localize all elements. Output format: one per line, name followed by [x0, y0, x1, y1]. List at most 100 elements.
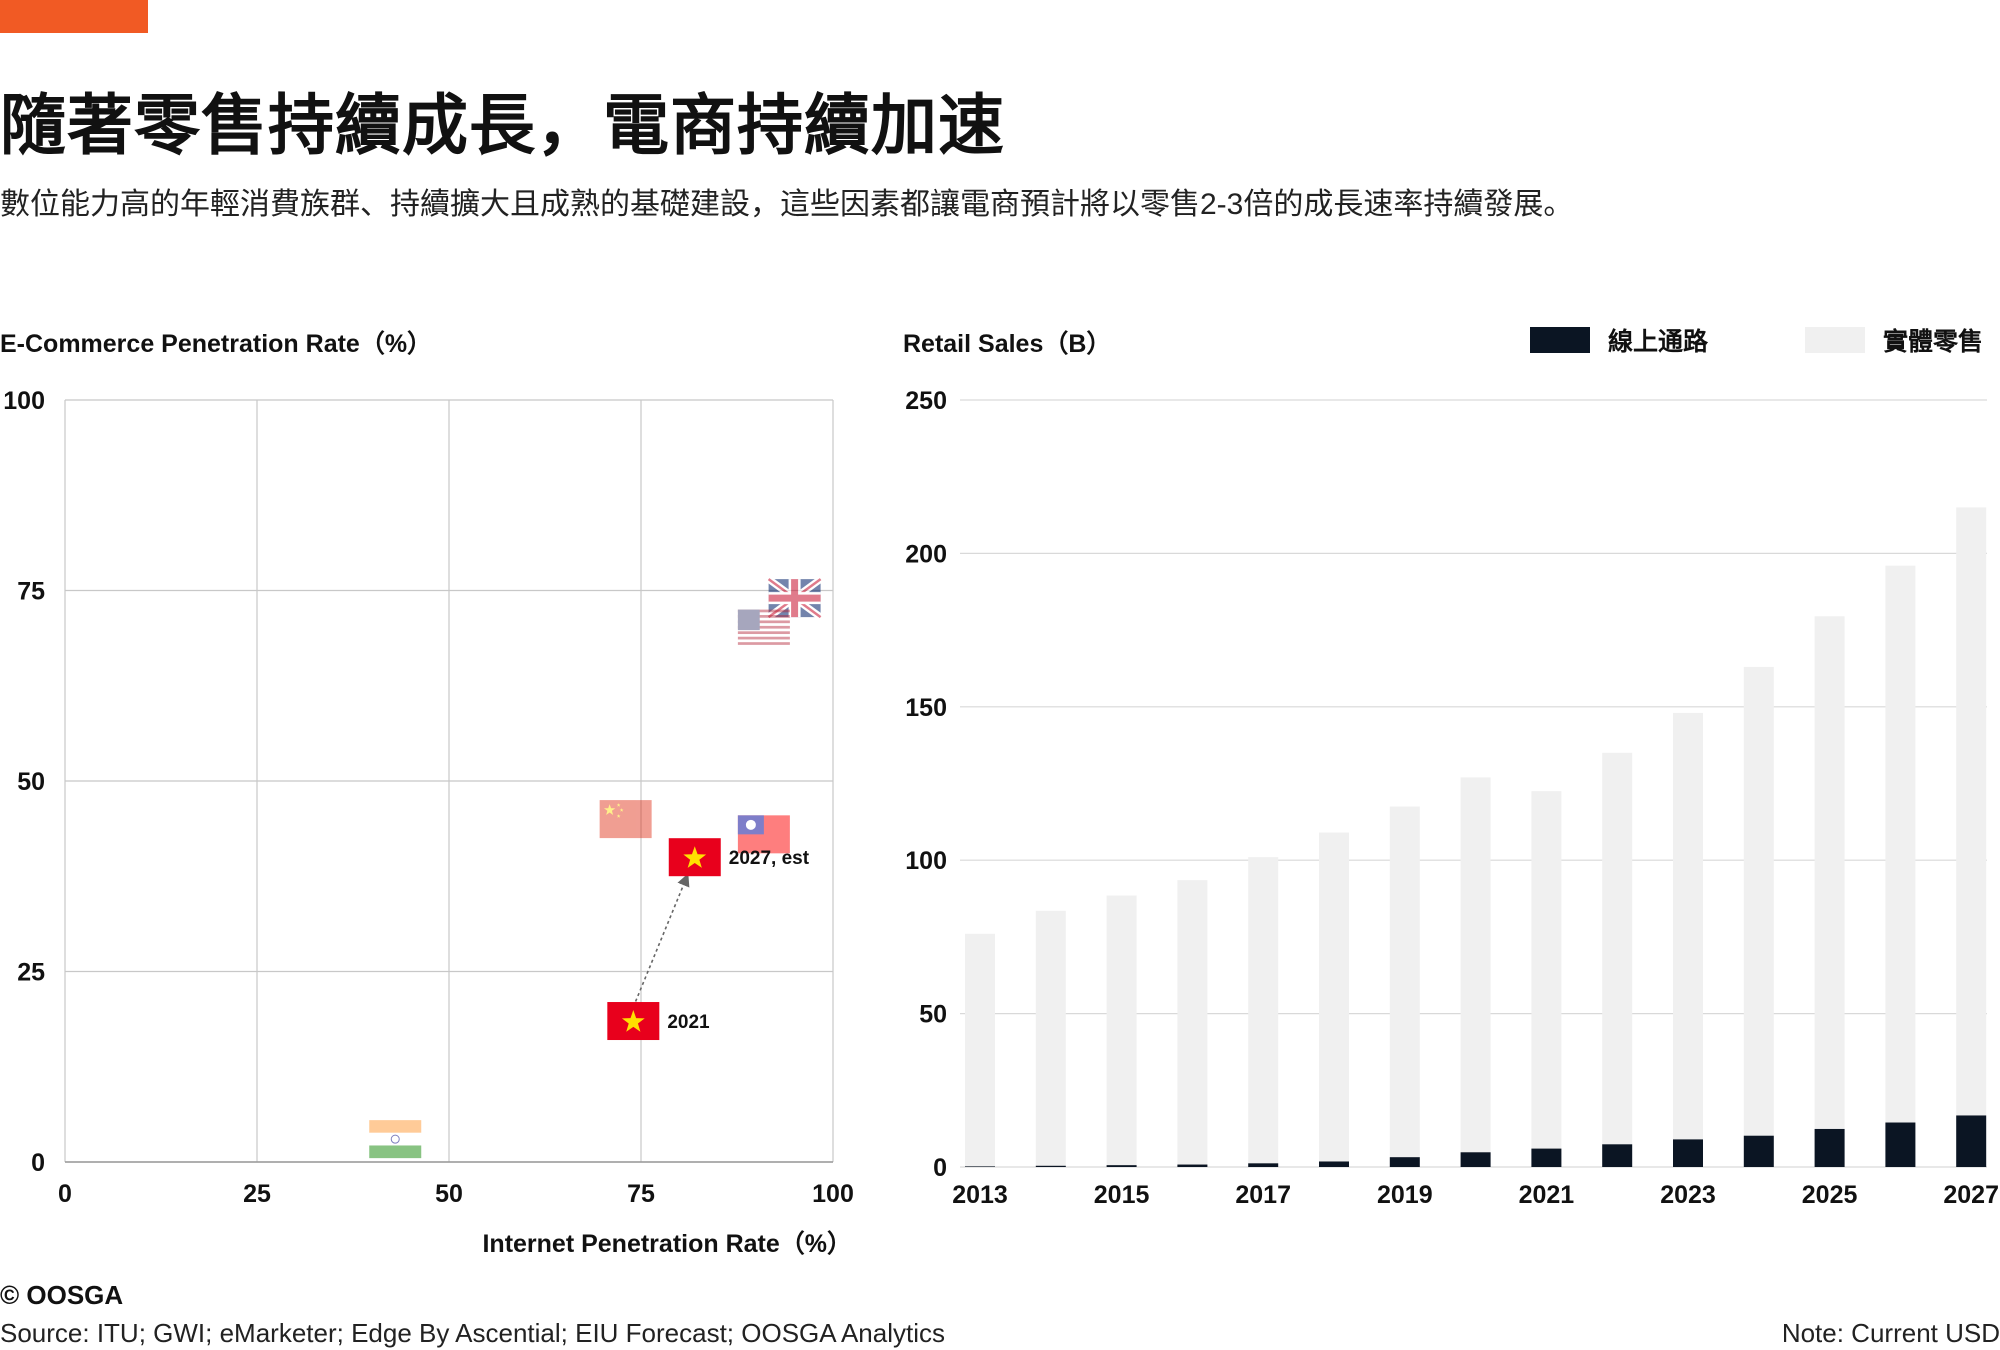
flag-star: [621, 1010, 645, 1032]
y-tick-label: 100: [905, 847, 947, 875]
flag-stripe: [737, 609, 790, 613]
legend-offline: 實體零售: [1805, 322, 1983, 358]
x-tick-label: 2017: [1235, 1181, 1291, 1209]
bar-online-2026: [1885, 1122, 1916, 1167]
x-tick-label: 2013: [952, 1181, 1008, 1209]
bar-online-2020: [1460, 1152, 1491, 1167]
legend-online-label: 線上通路: [1608, 328, 1709, 356]
y-tick-label: 50: [17, 768, 45, 796]
x-tick-label: 75: [627, 1180, 655, 1208]
bar-online-2024: [1743, 1135, 1774, 1167]
bar-chart-title: Retail Sales（B）: [903, 330, 1112, 358]
bar-offline-2023: [1673, 712, 1703, 1140]
flag-star: [619, 808, 624, 812]
page-title: 隨著零售持續成長，電商持續加速: [0, 88, 1005, 162]
bar-offline-2017: [1248, 857, 1279, 1164]
x-tick-label: 2023: [1660, 1181, 1716, 1209]
scatter-chart-title: E-Commerce Penetration Rate（%）: [0, 330, 433, 358]
bar-online-2023: [1673, 1139, 1703, 1167]
bar-offline-2024: [1743, 666, 1774, 1136]
flag-stripe: [737, 636, 790, 640]
bar-offline-2022: [1602, 752, 1633, 1145]
flag-band: [369, 1120, 422, 1133]
page-subtitle: 數位能力高的年輕消費族群、持續擴大且成熟的基礎建設，這些因素都讓電商預計將以零售…: [0, 188, 1574, 221]
bar-online-2022: [1602, 1144, 1633, 1167]
flag-star: [616, 814, 621, 818]
flag-stripe: [737, 642, 790, 645]
point-label: 2021: [667, 1012, 710, 1033]
x-tick-label: 2025: [1802, 1181, 1858, 1209]
x-tick-label: 50: [435, 1180, 463, 1208]
flag-cross-red: [768, 594, 821, 602]
legend-online-swatch: [1530, 327, 1590, 353]
x-tick-label: 0: [58, 1180, 72, 1208]
bar-online-2013: [965, 1166, 995, 1167]
footer-note: Note: Current USD: [1781, 1318, 2000, 1348]
flag-vietnam-icon: [607, 1002, 660, 1041]
bar-online-2025: [1814, 1128, 1845, 1167]
bar-online-2019: [1389, 1157, 1420, 1167]
flag-band: [369, 1132, 422, 1146]
bar-online-2021: [1531, 1148, 1562, 1167]
flag-band: [369, 1145, 422, 1159]
x-axis-label: Internet Penetration Rate（%）: [482, 1229, 852, 1258]
flag-taiwan-icon: [737, 815, 790, 854]
bar-offline-2019: [1389, 806, 1420, 1158]
bar-chart: 0 50 100 150 200 250 2013 2015 2017 2019 2021 2023 2…: [905, 387, 1999, 1209]
bar-offline-2015: [1106, 895, 1137, 1166]
x-tick-label: 100: [812, 1180, 854, 1208]
bar-online-2016: [1177, 1164, 1208, 1167]
legend-offline-label: 實體零售: [1883, 328, 1984, 356]
accent-bar: [0, 0, 148, 33]
flag-india-icon: [369, 1120, 422, 1159]
x-tick-label: 2027: [1943, 1181, 1999, 1209]
flag-us-icon: [737, 609, 790, 645]
flag-stripe: [737, 620, 790, 624]
bar-online-2015: [1106, 1165, 1137, 1167]
point-label: 2027, est: [729, 848, 810, 869]
bar-offline-2018: [1319, 832, 1349, 1162]
bar-offline-2021: [1531, 791, 1562, 1149]
flag-sun: [745, 819, 756, 830]
bar-online-2018: [1319, 1161, 1349, 1167]
scatter-chart: 0 25 50 75 100 0 25 50 75 100 Internet Penetration…: [3, 387, 854, 1258]
bar-offline-2014: [1035, 910, 1066, 1166]
bar-offline-2027: [1956, 507, 1987, 1116]
bar-offline-2020: [1460, 777, 1491, 1153]
x-tick-label: 2015: [1094, 1181, 1150, 1209]
x-tick-label: 2019: [1377, 1181, 1433, 1209]
bar-offline-2026: [1885, 565, 1916, 1123]
flag-star: [603, 804, 616, 815]
x-tick-label: 2021: [1519, 1181, 1575, 1209]
flag-china-icon: [599, 800, 652, 839]
flag-canton: [737, 609, 760, 631]
y-tick-label: 75: [17, 578, 45, 606]
flag-uk-icon: [766, 576, 823, 620]
bar-offline-2016: [1177, 880, 1208, 1165]
footer-source: Source: ITU; GWI; eMarketer; Edge By Asc…: [0, 1318, 946, 1348]
y-tick-label: 100: [3, 387, 45, 415]
flag-wheel: [390, 1134, 400, 1144]
y-tick-label: 250: [905, 387, 947, 415]
y-tick-label: 0: [31, 1149, 45, 1177]
flag-stripe: [737, 625, 790, 629]
flag-bg: [599, 800, 652, 839]
legend-offline-swatch: [1805, 327, 1865, 353]
flag-star: [616, 803, 621, 807]
y-tick-label: 25: [17, 959, 45, 987]
y-tick-label: 0: [933, 1154, 947, 1182]
x-tick-label: 25: [243, 1180, 271, 1208]
legend-online: 線上通路: [1530, 322, 1708, 358]
flag-stripe: [737, 615, 790, 618]
y-tick-label: 200: [905, 540, 947, 568]
flag-stripe: [737, 631, 790, 635]
bar-online-2014: [1035, 1165, 1066, 1167]
y-tick-label: 150: [905, 694, 947, 722]
bar-offline-2013: [965, 933, 995, 1167]
flag-vietnam-icon: [668, 838, 721, 877]
bar-offline-2025: [1814, 616, 1845, 1129]
flag-star: [683, 846, 707, 868]
footer-brand: © OOSGA: [0, 1280, 124, 1310]
bar-online-2027: [1956, 1115, 1987, 1167]
bar-online-2017: [1248, 1163, 1279, 1167]
